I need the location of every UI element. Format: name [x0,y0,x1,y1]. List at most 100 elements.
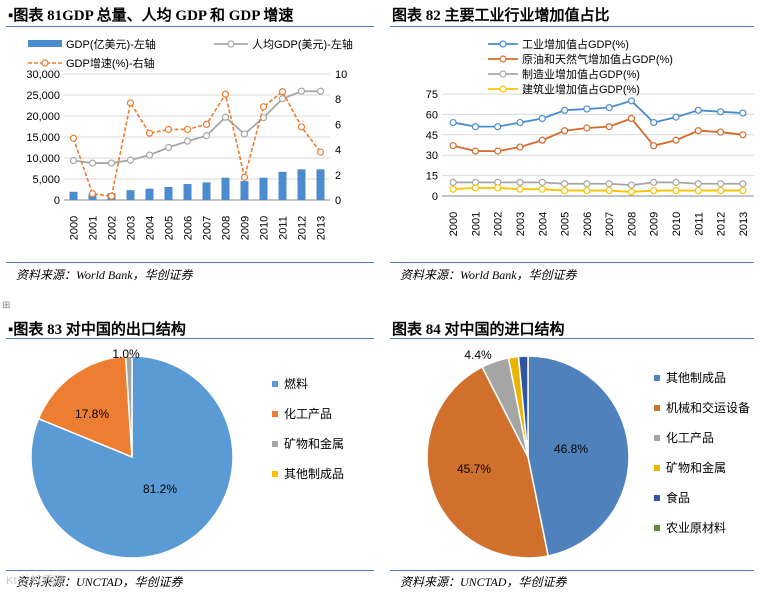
legend-swatch [272,411,278,417]
x-tick-label: 2000 [448,212,460,236]
bar [164,186,173,200]
bar [202,182,211,200]
panel-title: ▪图表 81GDP 总量、人均 GDP 和 GDP 增速 [8,8,294,24]
panel-title: 图表 84 对中国的进口结构 [392,322,565,338]
data-point [716,186,725,195]
y-tick-label: 45 [426,130,438,142]
data-point [739,186,747,195]
data-point [449,178,457,186]
data-point [694,106,702,114]
x-tick-label: 2006 [582,212,594,236]
panel-fig84: 图表 84 对中国的进口结构 46.8% 45.7% 4.4% 其他制成品 机械和交运设… [384,314,760,594]
data-point [560,127,569,135]
x-tick-label: 2010 [259,216,271,240]
legend-swatch [654,435,660,441]
data-point [672,186,680,195]
chart-fig82: 0 15 30 45 60 75 2000 2001 2002 2003 2004 2005 2006 2… [426,37,754,236]
data-point [716,108,725,116]
data-point [605,103,613,112]
data-point [516,185,524,193]
x-tick-label: 2004 [145,216,157,240]
pie-slice [37,355,133,459]
data-point [516,178,524,186]
x-tick-label: 2013 [738,212,750,236]
x-tick-label: 2002 [493,212,505,236]
y-tick-label: 15 [426,171,438,183]
x-tick-label: 2003 [126,216,138,240]
y-right-tick-label: 10 [335,69,347,81]
legend-label: 人均GDP(美元)-左轴 [252,37,353,51]
data-point [449,142,457,150]
data-point [605,123,613,131]
data-point [316,87,325,95]
data-point [449,118,457,127]
data-point [88,190,97,198]
x-tick-label: 2001 [88,216,100,240]
x-tick-label: 2005 [164,216,176,240]
x-tick-label: 2010 [671,212,683,236]
data-point [538,178,546,186]
x-tick-label: 2009 [240,216,252,240]
bar [183,184,192,200]
x-tick-label: 2012 [297,216,309,240]
source-rule [390,262,754,263]
source-rule [390,570,754,571]
x-tick-label: 2006 [183,216,195,240]
legend-label: 化工产品 [284,407,332,421]
data-point [259,114,268,122]
data-point [739,180,747,188]
legend-swatch [654,525,660,531]
panel-title: ▪图表 83 对中国的出口结构 [8,322,186,338]
data-point [516,143,524,151]
x-tick-label: 2007 [604,212,616,236]
panel-title: 图表 82 主要工业行业增加值占比 [392,8,610,24]
pie-slice [426,365,550,559]
y-tick-label: 30 [426,150,438,162]
bar [278,171,287,200]
source-note: 资料来源：World Bank，华创证券 [16,268,193,282]
bar [145,188,154,200]
legend-swatch [654,375,660,381]
data-point [627,97,636,105]
data-point [516,118,524,127]
data-point [605,186,613,195]
data-label: 45.7% [457,462,491,476]
data-point [69,156,78,165]
data-point [627,188,636,196]
data-point [538,185,546,193]
title-rule [390,338,754,339]
data-point [494,147,502,155]
data-point [494,123,502,131]
legend-label: 矿物和金属 [284,436,344,451]
x-tick-label: 2004 [537,212,549,236]
legend-label: 工业增加值占GDP(%) [522,37,629,51]
y-tick-label: 75 [426,89,438,101]
y-left-tick-label: 5,000 [32,174,60,186]
x-tick-label: 2008 [221,216,233,240]
data-point [126,156,135,164]
data-point [183,125,192,134]
legend-marker [499,40,507,48]
panel-fig81: ▪图表 81GDP 总量、人均 GDP 和 GDP 增速 0 5,000 10,00… [0,0,380,292]
source-note: 资料来源：World Bank，华创证券 [400,268,577,282]
x-tick-label: 2009 [649,212,661,236]
source-rule [6,262,374,263]
data-point [145,151,154,159]
data-point [88,159,97,167]
data-point [627,181,636,189]
bar [316,169,325,200]
title-rule [6,338,374,339]
series-line [452,117,743,153]
legend-marker [499,70,507,78]
data-point [240,173,249,181]
legend-label: 原油和天然气增加值占GDP(%) [522,52,673,66]
legend-swatch-gdp [28,40,62,47]
y-tick-label: 0 [432,191,438,203]
data-point [583,124,591,132]
data-point [202,132,211,140]
title-rule [6,26,374,27]
legend-marker [41,59,49,67]
y-left-tick-label: 10,000 [26,153,60,165]
data-point [583,105,591,113]
